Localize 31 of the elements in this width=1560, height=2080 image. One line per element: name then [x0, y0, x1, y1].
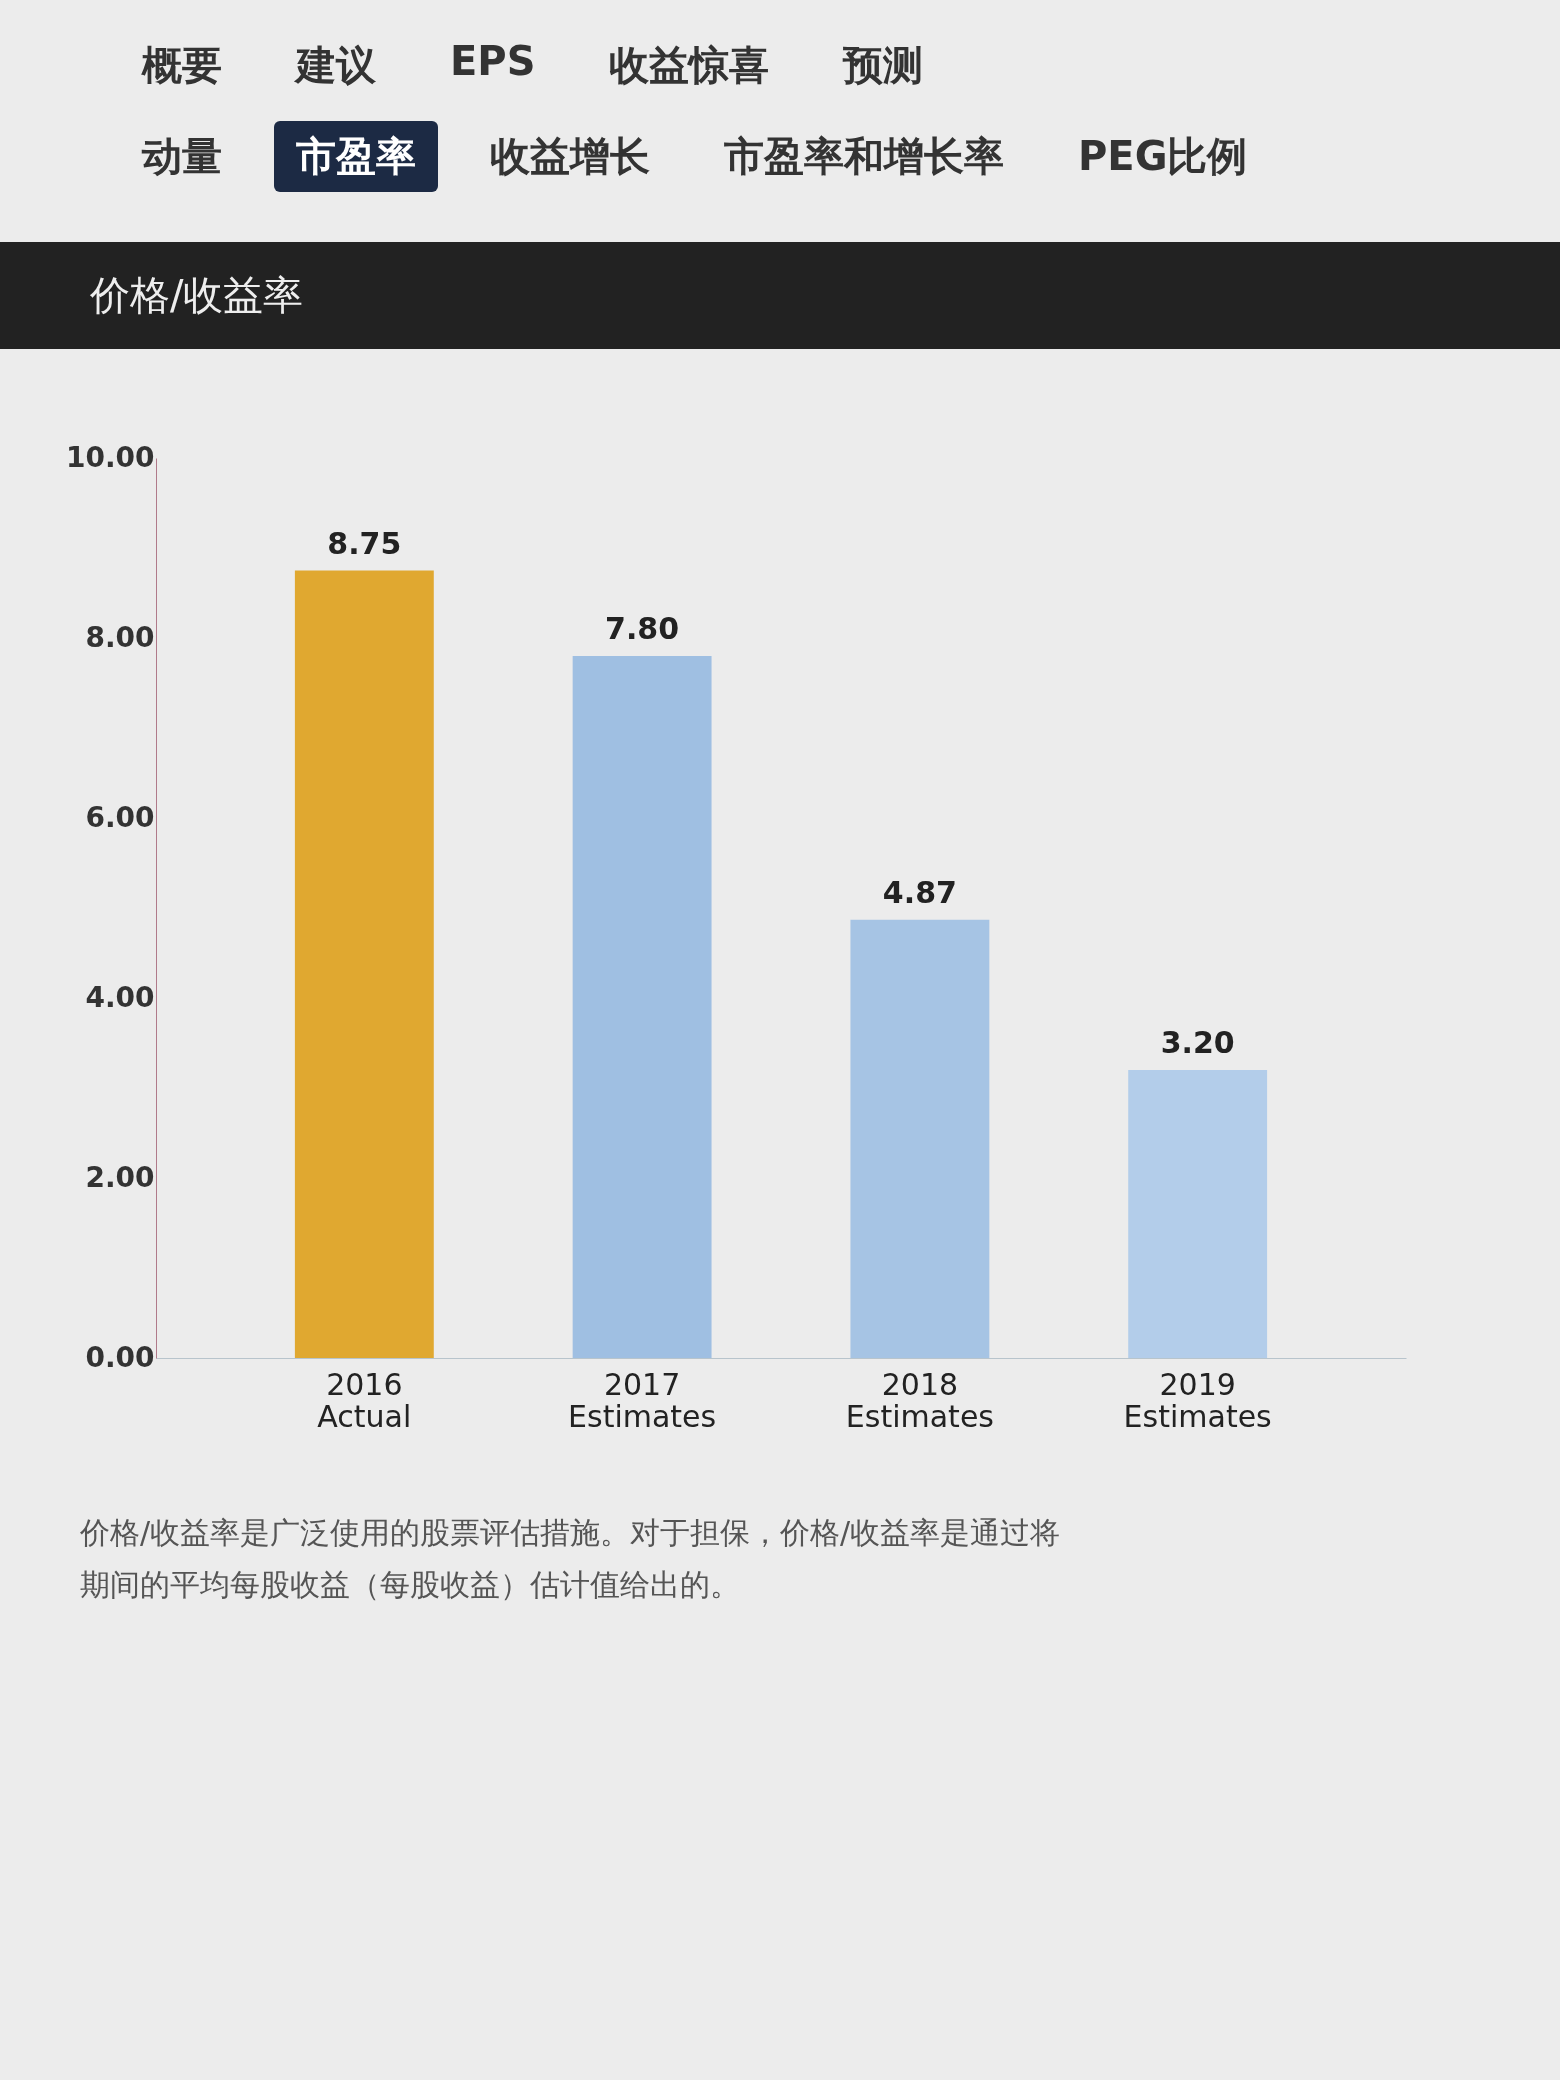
text: 价格/收益率是广泛使用的股票评估措施。对于担保，价格/收益率是通过将	[80, 1514, 1062, 1552]
text: EPS	[449, 37, 537, 86]
data-label: 8.75	[327, 525, 402, 561]
data-label: 4.87	[882, 874, 957, 910]
x-tick-label: 2017 Estimates	[568, 1366, 717, 1434]
text: 建议	[293, 41, 377, 90]
text: 期间的平均每股收益（每股收益）估计值给出的。	[80, 1566, 741, 1604]
bar	[850, 919, 990, 1358]
bar	[294, 570, 434, 1358]
text: 市盈率	[274, 121, 438, 192]
text: 概要	[140, 41, 223, 90]
text: 动量	[140, 132, 223, 181]
text: 收益增长	[489, 132, 651, 181]
x-tick-label: 2016 Actual	[317, 1366, 412, 1434]
y-tick-label: 6.00	[85, 800, 155, 834]
y-tick-label: 10.00	[65, 440, 155, 474]
y-tick-label: 0.00	[85, 1340, 155, 1374]
data-label: 7.80	[605, 611, 680, 646]
y-tick-label: 2.00	[85, 1160, 155, 1194]
x-tick-label: 2018 Estimates	[845, 1366, 994, 1434]
bar	[1128, 1070, 1268, 1358]
text: 预测	[841, 41, 925, 90]
y-tick-label: 8.00	[85, 620, 155, 654]
y-tick-label: 4.00	[85, 980, 155, 1014]
text: PEG比例	[1077, 132, 1249, 181]
chart-title: 价格/收益率	[0, 242, 1560, 349]
text: 收益惊喜	[608, 41, 771, 90]
bar	[572, 656, 712, 1358]
x-tick-label: 2019 Estimates	[1123, 1366, 1272, 1434]
data-label: 3.20	[1160, 1025, 1235, 1060]
text: 市盈率和增长率	[723, 132, 1005, 181]
